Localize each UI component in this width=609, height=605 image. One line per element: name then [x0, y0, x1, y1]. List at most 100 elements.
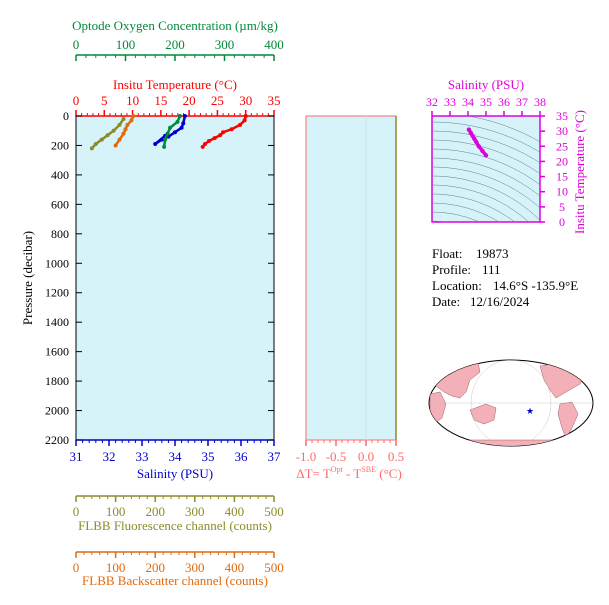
temperature-profile-point	[212, 136, 217, 141]
temperature-tick-label: 30	[239, 93, 252, 108]
backscatter-axis: 0 100 200 300 400 500 FLBB Backscatter channe…	[73, 551, 284, 588]
ts-temperature-tick-label: 25	[556, 139, 568, 153]
salinity-profile-point	[159, 137, 164, 142]
salinity-tick-label: 34	[169, 449, 183, 464]
backscatter-profile-point	[113, 143, 118, 148]
backscatter-axis-title: FLBB Backscatter channel (counts)	[82, 573, 268, 588]
oxygen-profile-point	[162, 144, 167, 149]
profile-panel: 0 200 400 600 800 1000 1200 1400 1600 1800 2000 220…	[20, 109, 396, 481]
salinity-profile-point	[181, 121, 186, 126]
float-location-marker: ★	[526, 406, 534, 416]
delta-tick-label: 0.5	[388, 449, 404, 464]
ts-point	[483, 153, 489, 158]
oxygen-tick-label: 100	[116, 37, 136, 52]
fluorescence-profile-point	[89, 146, 94, 151]
temperature-profile-line	[201, 115, 247, 148]
temperature-profile-point	[229, 127, 234, 132]
pressure-tick-label: 0	[63, 109, 69, 123]
backscatter-profile-point	[125, 122, 130, 127]
pressure-axis-title: Pressure (decibar)	[20, 231, 35, 325]
salinity-tick-label: 33	[136, 449, 149, 464]
salinity-axis-title: Salinity (PSU)	[137, 466, 213, 481]
oxygen-tick-label: 0	[73, 37, 80, 52]
temperature-profile-point	[238, 122, 243, 127]
temperature-tick-label: 5	[101, 93, 108, 108]
salinity-tick-label: 35	[202, 449, 215, 464]
temperature-tick-label: 35	[268, 93, 281, 108]
oxygen-tick-label: 300	[215, 37, 235, 52]
delta-tick-label: -1.0	[296, 449, 317, 464]
backscatter-tick-label: 0	[73, 560, 80, 575]
pressure-tick-label: 1400	[45, 315, 69, 329]
backscatter-tick-label: 400	[225, 560, 245, 575]
backscatter-profile-point	[121, 131, 126, 136]
temperature-profile-point	[221, 130, 226, 135]
oxygen-profile-point	[168, 125, 173, 130]
ts-temperature-tick-label: 0	[559, 215, 565, 229]
backscatter-tick-label: 100	[106, 560, 126, 575]
float-value: 19873	[476, 246, 509, 261]
ts-density-contour	[432, 130, 540, 164]
pressure-tick-label: 2200	[45, 433, 69, 447]
profile-value: 111	[482, 262, 501, 277]
pressure-tick-label: 1800	[45, 374, 69, 388]
ts-point	[480, 148, 485, 154]
delta-tick-label: 0.0	[358, 449, 374, 464]
ts-temperature-tick-label: 35	[556, 109, 568, 123]
salinity-profile-point	[173, 130, 177, 135]
temperature-axis-title: Insitu Temperature (°C)	[113, 77, 237, 92]
pressure-tick-label: 800	[51, 227, 69, 241]
salinity-profile-point	[179, 125, 184, 130]
oxygen-profile-point	[163, 137, 168, 142]
ts-salinity-tick-label: 38	[534, 95, 546, 109]
fluorescence-tick-label: 0	[73, 504, 80, 519]
fluorescence-tick-label: 200	[145, 504, 165, 519]
delta-tick-label: -0.5	[326, 449, 347, 464]
salinity-tick-label: 37	[268, 449, 282, 464]
temperature-tick-label: 0	[73, 93, 80, 108]
delta-t-axis-title: ΔT= TOpt - TSBE (°C)	[296, 465, 402, 481]
fluorescence-profile-point	[99, 137, 104, 142]
oxygen-tick-label: 200	[165, 37, 185, 52]
temperature-tick-label: 20	[183, 93, 196, 108]
ts-temperature-tick-label: 30	[556, 124, 568, 138]
profile-plot-area	[75, 115, 275, 441]
backscatter-profile-point	[123, 127, 128, 132]
ts-temperature-tick-label: 15	[556, 170, 568, 184]
backscatter-profile-point	[131, 114, 136, 118]
location-label: Location:	[432, 278, 482, 293]
pressure-tick-label: 2000	[45, 404, 69, 418]
delta-t-panel: -1.0 -0.5 0.0 0.5 ΔT= TOpt - TSBE (°C)	[296, 115, 404, 481]
ts-temperature-axis-title: Insitu Temperature (°C)	[572, 110, 587, 234]
temperature-tick-label: 25	[211, 93, 224, 108]
backscatter-tick-label: 200	[145, 560, 165, 575]
oxygen-profile-point	[175, 119, 180, 124]
ts-salinity-tick-label: 35	[480, 95, 492, 109]
fluorescence-profile-point	[93, 141, 98, 146]
temperature-axis: Insitu Temperature (°C) 0 5 10 15 20 25 30 35	[73, 77, 281, 116]
ts-density-contour	[432, 121, 540, 153]
pressure-tick-label: 400	[51, 168, 69, 182]
float-label: Float:	[432, 246, 462, 261]
salinity-profile-point	[153, 141, 158, 146]
ts-salinity-tick-label: 34	[462, 95, 474, 109]
fluorescence-profile-point	[117, 122, 122, 127]
float-info: Float: 19873 Profile: 111 Location: 14.6…	[432, 246, 578, 309]
oxygen-axis: Optode Oxygen Concentration (µm/kg) 0 100…	[72, 18, 284, 61]
temperature-profile-point	[243, 114, 248, 118]
temperature-profile-point	[242, 118, 247, 123]
world-map: ★	[428, 359, 594, 447]
ts-point	[466, 127, 472, 132]
pressure-tick-label: 200	[51, 138, 69, 152]
oxygen-tick-label: 400	[264, 37, 284, 52]
date-value: 12/16/2024	[470, 294, 530, 309]
pressure-tick-label: 1000	[45, 256, 69, 270]
temperature-tick-label: 15	[154, 93, 167, 108]
temperature-profile-point	[206, 139, 211, 144]
fluorescence-axis-title: FLBB Fluorescence channel (counts)	[78, 518, 272, 533]
pressure-tick-label: 1200	[45, 286, 69, 300]
backscatter-tick-label: 500	[264, 560, 284, 575]
fluorescence-tick-label: 400	[225, 504, 245, 519]
